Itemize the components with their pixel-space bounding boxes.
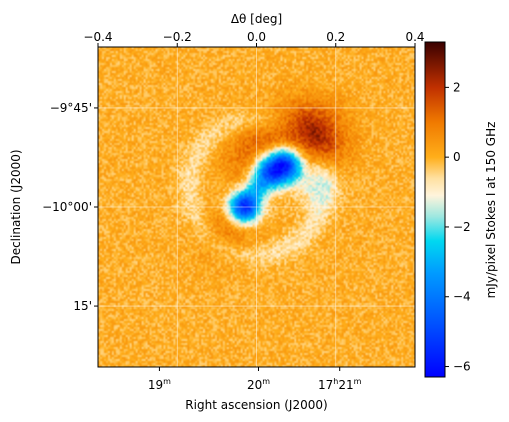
colorbar: [424, 41, 446, 378]
top-axis-ticks: −0.4 −0.2 0.0 0.2 0.4: [83, 30, 425, 47]
x-axis-label: Right ascension (J2000): [185, 398, 327, 412]
y-tick-label: −9°45': [50, 101, 92, 115]
top-tick-label: −0.4: [83, 30, 112, 44]
top-axis-label: Δθ [deg]: [231, 12, 282, 26]
top-tick-label: −0.2: [163, 30, 192, 44]
colorbar-tick-label: −2: [453, 220, 471, 234]
x-axis-ticks: 17h21m 20m 19m: [148, 367, 362, 392]
colorbar-tick-label: −6: [453, 360, 471, 374]
top-tick-label: 0.4: [405, 30, 424, 44]
y-axis-ticks: −9°45' −10°00' 15': [42, 101, 98, 313]
colorbar-tick-label: 0: [453, 150, 461, 164]
top-tick-label: 0.2: [326, 30, 345, 44]
x-tick-label: 17h21m: [318, 377, 362, 392]
x-tick-label: 20m: [247, 377, 270, 392]
colorbar-label: mJy/pixel Stokes I at 150 GHz: [484, 122, 498, 299]
y-tick-label: 15': [73, 299, 92, 313]
colorbar-tick-label: −4: [453, 290, 471, 304]
y-axis-label: Declination (J2000): [9, 149, 23, 264]
colorbar-tick-label: 2: [453, 80, 461, 94]
top-tick-label: 0.0: [247, 30, 266, 44]
y-tick-label: −10°00': [42, 200, 92, 214]
x-tick-label: 19m: [148, 377, 171, 392]
colorbar-ticks: 2 0 −2 −4 −6: [445, 80, 471, 374]
